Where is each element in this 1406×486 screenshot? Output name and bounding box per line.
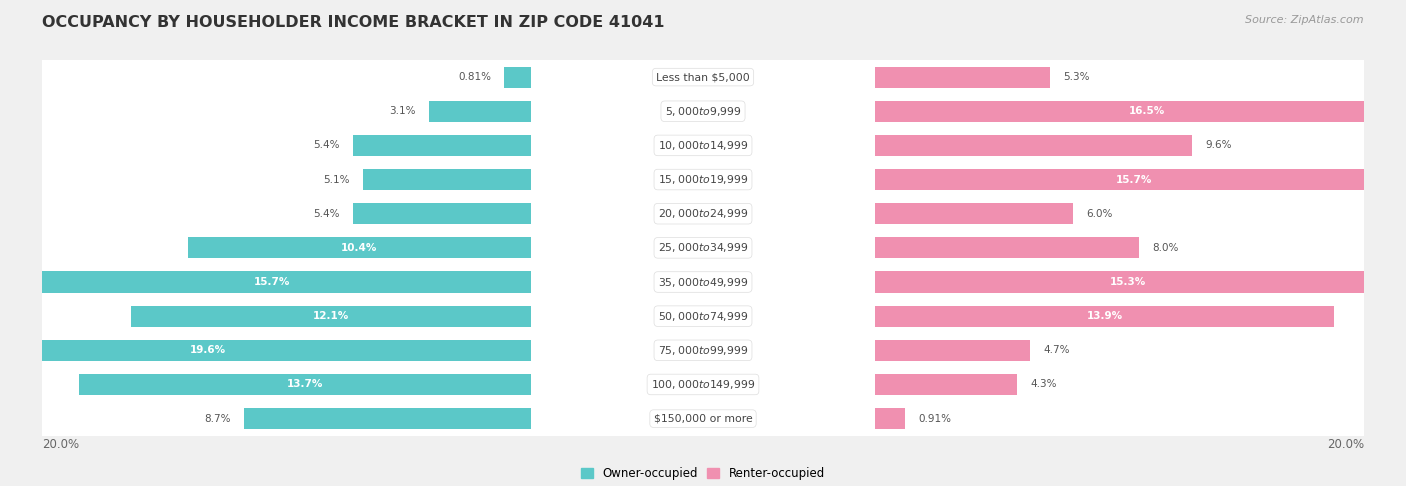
Text: 8.0%: 8.0% [1153, 243, 1178, 253]
Bar [79, 374, 531, 395]
Bar [875, 271, 1381, 293]
Bar [42, 265, 1364, 299]
Text: OCCUPANCY BY HOUSEHOLDER INCOME BRACKET IN ZIP CODE 41041: OCCUPANCY BY HOUSEHOLDER INCOME BRACKET … [42, 15, 665, 30]
Text: $25,000 to $34,999: $25,000 to $34,999 [658, 242, 748, 254]
Text: $35,000 to $49,999: $35,000 to $49,999 [658, 276, 748, 289]
Bar [42, 60, 1364, 94]
Bar [875, 374, 1017, 395]
Bar [0, 340, 531, 361]
Text: 5.3%: 5.3% [1063, 72, 1090, 82]
Bar [353, 135, 531, 156]
Text: 4.3%: 4.3% [1031, 380, 1056, 389]
Bar [42, 128, 1364, 162]
Text: 3.1%: 3.1% [389, 106, 416, 116]
Bar [363, 169, 531, 190]
Bar [42, 231, 1364, 265]
Bar [875, 340, 1031, 361]
Text: 5.4%: 5.4% [314, 140, 339, 150]
Text: $75,000 to $99,999: $75,000 to $99,999 [658, 344, 748, 357]
Bar [131, 306, 531, 327]
Text: 15.3%: 15.3% [1109, 277, 1146, 287]
Bar [875, 135, 1192, 156]
Text: $100,000 to $149,999: $100,000 to $149,999 [651, 378, 755, 391]
Bar [42, 94, 1364, 128]
Text: $20,000 to $24,999: $20,000 to $24,999 [658, 207, 748, 220]
Text: 12.1%: 12.1% [314, 311, 350, 321]
Text: 0.81%: 0.81% [458, 72, 491, 82]
Bar [243, 408, 531, 429]
Bar [42, 401, 1364, 435]
Bar [875, 67, 1050, 87]
Text: $50,000 to $74,999: $50,000 to $74,999 [658, 310, 748, 323]
Text: $5,000 to $9,999: $5,000 to $9,999 [665, 105, 741, 118]
Text: 6.0%: 6.0% [1087, 208, 1112, 219]
Bar [42, 299, 1364, 333]
Bar [187, 237, 531, 259]
Text: 4.7%: 4.7% [1043, 346, 1070, 355]
Bar [42, 197, 1364, 231]
Text: $150,000 or more: $150,000 or more [654, 414, 752, 424]
Text: Less than $5,000: Less than $5,000 [657, 72, 749, 82]
Bar [429, 101, 531, 122]
Text: 20.0%: 20.0% [1327, 438, 1364, 451]
Text: 19.6%: 19.6% [190, 346, 225, 355]
Text: 15.7%: 15.7% [1116, 174, 1153, 185]
Text: $10,000 to $14,999: $10,000 to $14,999 [658, 139, 748, 152]
Text: 9.6%: 9.6% [1205, 140, 1232, 150]
Text: 20.0%: 20.0% [42, 438, 79, 451]
Bar [42, 333, 1364, 367]
Text: 5.4%: 5.4% [314, 208, 339, 219]
Text: 8.7%: 8.7% [204, 414, 231, 424]
Text: 0.91%: 0.91% [918, 414, 950, 424]
Text: 16.5%: 16.5% [1129, 106, 1166, 116]
Bar [353, 203, 531, 225]
Text: 13.7%: 13.7% [287, 380, 323, 389]
Text: $15,000 to $19,999: $15,000 to $19,999 [658, 173, 748, 186]
Bar [13, 271, 531, 293]
Bar [505, 67, 531, 87]
Text: 10.4%: 10.4% [342, 243, 378, 253]
Bar [875, 408, 905, 429]
Text: 5.1%: 5.1% [323, 174, 350, 185]
Bar [875, 237, 1139, 259]
Text: 15.7%: 15.7% [253, 277, 290, 287]
Legend: Owner-occupied, Renter-occupied: Owner-occupied, Renter-occupied [576, 462, 830, 485]
Bar [42, 162, 1364, 197]
Text: 13.9%: 13.9% [1087, 311, 1122, 321]
Text: Source: ZipAtlas.com: Source: ZipAtlas.com [1246, 15, 1364, 25]
Bar [875, 101, 1406, 122]
Bar [875, 169, 1393, 190]
Bar [875, 306, 1334, 327]
Bar [42, 367, 1364, 401]
Bar [875, 203, 1073, 225]
